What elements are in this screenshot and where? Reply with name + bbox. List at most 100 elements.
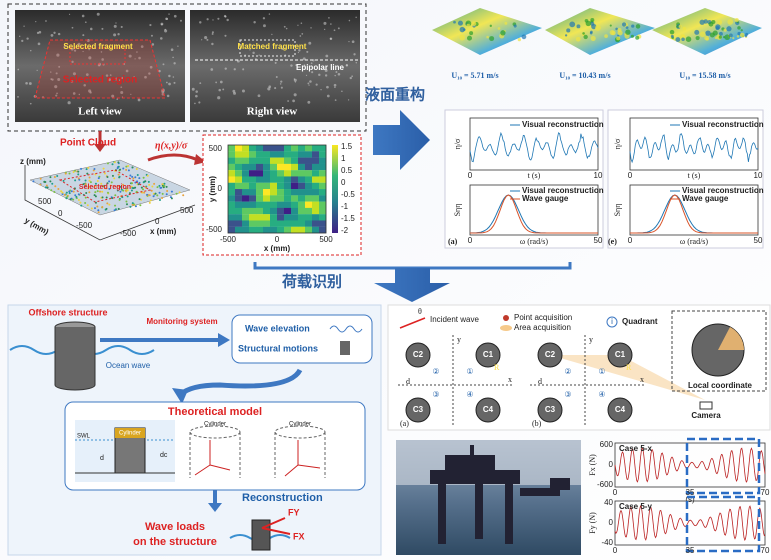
heat-cell: [291, 170, 298, 176]
heat-cell: [277, 164, 284, 170]
heat-cell: [277, 170, 284, 176]
heat-cell: [235, 220, 242, 226]
cloud-point: [131, 187, 133, 189]
glint: [37, 32, 39, 34]
heat-cell: [228, 158, 235, 164]
glint: [121, 26, 123, 28]
cloud-point: [68, 172, 70, 174]
heat-cell: [277, 145, 284, 151]
heat-cell: [291, 208, 298, 214]
heat-cell: [291, 151, 298, 157]
cloud-point: [65, 173, 67, 175]
cloud-point: [134, 176, 136, 178]
heat-cell: [263, 151, 270, 157]
heat-cell: [319, 151, 326, 157]
label: Cylinder: [204, 422, 226, 428]
cloud-point: [119, 176, 121, 178]
glint: [220, 81, 223, 84]
wave-crest: [675, 37, 680, 42]
label: FX: [293, 531, 305, 541]
glint: [338, 73, 341, 76]
tick-label: 0: [468, 171, 473, 180]
glint: [21, 40, 23, 42]
label: Quadrant: [622, 317, 658, 326]
wave-crest: [682, 27, 686, 31]
legend-area: [500, 325, 512, 331]
cloud-point: [126, 203, 128, 205]
glint: [269, 13, 270, 14]
wave-crest: [458, 21, 463, 26]
glint: [341, 90, 343, 92]
heat-cell: [319, 145, 326, 151]
glint: [325, 74, 327, 76]
glint: [72, 27, 74, 29]
glint: [30, 50, 32, 52]
heat-cell: [228, 176, 235, 182]
shape: [470, 445, 474, 457]
heat-cell: [249, 183, 256, 189]
tick-label: 0: [609, 460, 614, 469]
wave-crest: [713, 31, 718, 36]
wave-crest: [631, 24, 634, 27]
label: Theoretical model: [168, 406, 262, 418]
cloud-point: [98, 211, 100, 213]
cloud-point: [111, 197, 113, 199]
label: Structural motions: [238, 343, 318, 353]
wave-crest: [453, 21, 456, 24]
axis-label: y: [457, 335, 461, 344]
heat-cell: [312, 164, 319, 170]
heat-cell: [305, 164, 312, 170]
glint: [328, 17, 330, 19]
heat-cell: [256, 227, 263, 233]
cloud-point: [158, 185, 160, 187]
label: Selected fragment: [63, 42, 133, 51]
glint: [335, 99, 337, 101]
label: 荷载识别: [282, 273, 342, 291]
glint: [138, 99, 141, 102]
label: SWL: [77, 434, 91, 440]
cloud-point: [131, 182, 133, 184]
heat-cell: [298, 195, 305, 201]
tick-label: 50: [754, 236, 763, 245]
label: 0: [218, 184, 223, 193]
heat-cell: [305, 145, 312, 151]
shape: [340, 341, 350, 355]
wave-crest: [576, 37, 581, 42]
wave-crest: [583, 35, 587, 39]
tick-label: -40: [601, 538, 613, 547]
heat-cell: [256, 189, 263, 195]
heat-cell: [298, 214, 305, 220]
label: 0: [275, 235, 280, 244]
wave-crest: [679, 25, 682, 28]
label: Matched fragment: [238, 42, 307, 51]
heat-cell: [319, 176, 326, 182]
cloud-point: [146, 194, 148, 196]
shape: [332, 145, 338, 233]
cloud-point: [115, 208, 117, 210]
heat-cell: [319, 158, 326, 164]
cloud-point: [125, 200, 127, 202]
heat-cell: [312, 151, 319, 157]
cloud-point: [162, 193, 164, 195]
heat-cell: [249, 214, 256, 220]
heat-cell: [235, 208, 242, 214]
heat-cell: [249, 170, 256, 176]
glint: [242, 90, 245, 93]
heat-cell: [235, 170, 242, 176]
cloud-point: [57, 188, 59, 190]
label: 0: [58, 209, 63, 218]
cloud-point: [80, 205, 82, 207]
glint: [222, 88, 224, 90]
glint: [306, 75, 307, 76]
tick-label: -600: [597, 480, 614, 489]
glint: [295, 81, 296, 82]
heat-cell: [249, 227, 256, 233]
wave-crest: [703, 19, 707, 23]
heat-cell: [235, 158, 242, 164]
cloud-point: [107, 192, 109, 194]
glint: [327, 95, 330, 98]
quadrant-label: ④: [598, 390, 605, 399]
heat-cell: [263, 202, 270, 208]
heat-cell: [284, 145, 291, 151]
glint: [201, 39, 202, 40]
